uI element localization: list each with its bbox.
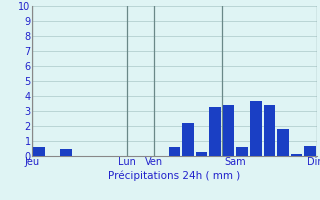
Bar — [182, 123, 194, 156]
Bar — [291, 154, 302, 156]
Bar — [196, 152, 207, 156]
Bar — [33, 147, 44, 156]
Bar — [60, 148, 72, 156]
Bar — [304, 146, 316, 156]
X-axis label: Précipitations 24h ( mm ): Précipitations 24h ( mm ) — [108, 170, 241, 181]
Bar — [209, 106, 221, 156]
Bar — [169, 147, 180, 156]
Bar — [223, 105, 235, 156]
Bar — [264, 105, 275, 156]
Bar — [236, 147, 248, 156]
Bar — [277, 129, 289, 156]
Bar — [250, 100, 261, 156]
